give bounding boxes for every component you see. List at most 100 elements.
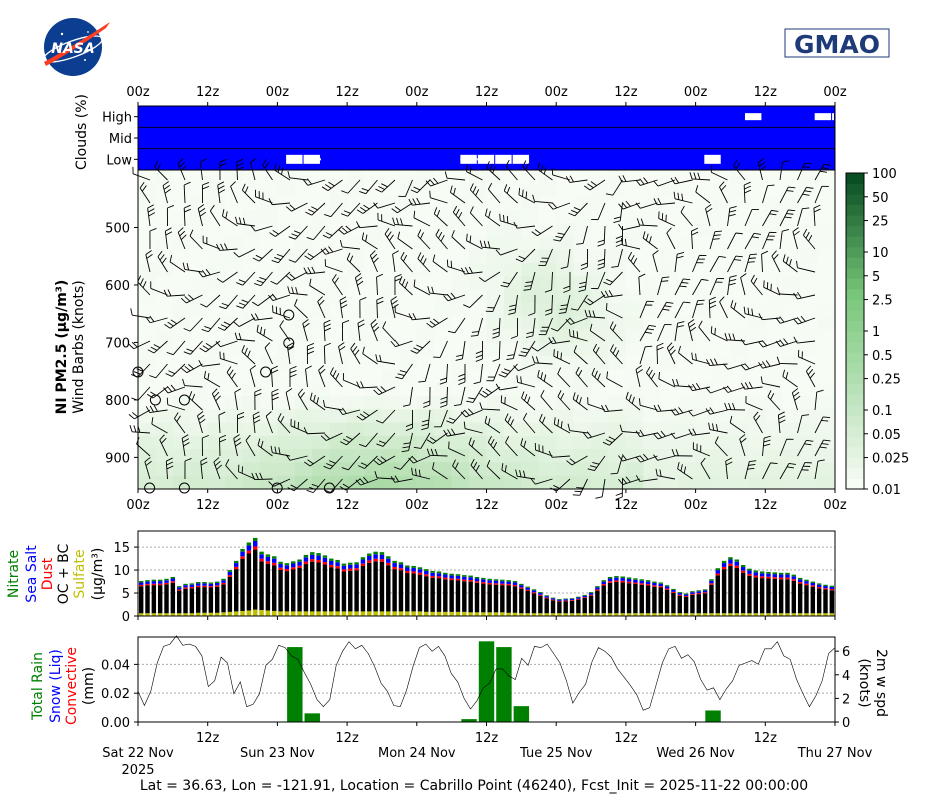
pm25-cell	[294, 449, 313, 463]
dust-bar	[734, 565, 740, 568]
pm25-cell	[451, 183, 470, 198]
wind-barb-flag	[212, 388, 218, 395]
wind-barb-flag	[618, 223, 623, 231]
dust-bar	[221, 582, 226, 585]
pm25-cell	[747, 395, 766, 410]
dust-bar	[322, 562, 328, 565]
wind-barb-flag	[551, 202, 558, 209]
wind-barb-flag	[510, 335, 518, 339]
wind-barb-flag	[254, 313, 259, 320]
wind-barb	[310, 399, 326, 411]
pm25-cell	[294, 209, 313, 224]
wind-barb	[743, 184, 746, 204]
oc-bc-bar	[157, 585, 163, 614]
sulfate-bar	[354, 611, 359, 616]
wind-barb	[814, 439, 824, 457]
wind-barb-flag	[454, 462, 459, 470]
pm25-cell	[469, 302, 487, 317]
pm25-cell	[347, 395, 366, 410]
dust-bar	[449, 578, 454, 581]
dust-bar	[816, 586, 822, 589]
wind-barb-flag	[769, 213, 777, 216]
pm25-cell	[207, 276, 226, 291]
cloud-row-label-low: Low	[106, 153, 132, 168]
wind-barb-flag	[139, 278, 144, 285]
wind-barb-flag	[328, 181, 335, 187]
pm25-cell	[381, 170, 400, 184]
pm25-cell	[294, 276, 313, 291]
pm25-cell	[277, 302, 296, 317]
wind-barb	[435, 234, 448, 250]
wind-barb	[348, 455, 361, 471]
wind-barb-flag	[611, 266, 619, 268]
pm25-cell	[399, 329, 418, 344]
wind-barb	[254, 317, 273, 321]
wind-barb	[587, 316, 606, 319]
wind-barb	[714, 442, 728, 457]
x-tick-label: 12z	[754, 731, 778, 746]
sulfate-bar	[525, 613, 530, 616]
wind-barb-flag	[621, 454, 627, 461]
wind-barb-flag	[228, 369, 234, 376]
pm25-cell	[416, 342, 435, 357]
wind-barb-flag	[580, 266, 588, 270]
sulfate-bar	[348, 611, 353, 616]
nitrate-bar	[696, 590, 701, 592]
wind-barb	[277, 419, 291, 434]
sulfate-bar	[436, 611, 442, 616]
wind-barb-flag	[382, 321, 387, 329]
wind-barb-flag	[253, 419, 261, 424]
wind-barb-flag	[600, 291, 606, 298]
wind-barb-flag	[796, 317, 803, 324]
pm25-cell	[713, 356, 731, 370]
nitrate-bar	[626, 577, 632, 579]
wind-barb-flag	[492, 358, 500, 362]
pm25-cell	[660, 409, 679, 424]
pm25-cell	[486, 263, 505, 277]
y-tick-label: 10	[113, 564, 130, 579]
pm25-cell	[138, 196, 156, 211]
pm25-cell	[573, 369, 592, 384]
pm25-cell	[155, 263, 174, 277]
sea-salt-bar	[772, 574, 778, 578]
nitrate-bar	[557, 599, 562, 600]
wind-barb	[657, 475, 676, 480]
x-tick-label: 12z	[614, 498, 638, 513]
pm25-cell	[242, 196, 261, 211]
wind-barb-flag	[615, 492, 623, 496]
wind-barb-flag	[234, 438, 241, 443]
wind-barb	[369, 255, 378, 273]
dust-bar	[658, 586, 663, 588]
pm25-cell	[591, 356, 609, 370]
wind-barb-flag	[723, 386, 729, 393]
wind-barb-flag	[664, 305, 672, 308]
nitrate-bar	[588, 592, 594, 594]
wind-barb-flag	[823, 416, 831, 419]
wind-barb-flag	[235, 216, 238, 224]
wind-barb-flag	[271, 392, 279, 397]
sea-salt-bar	[386, 558, 391, 563]
sea-salt-bar	[348, 564, 353, 569]
sea-salt-bar	[411, 567, 416, 572]
pm25-cell	[782, 263, 801, 277]
pm25-cell	[817, 196, 836, 211]
dust-bar	[531, 592, 537, 594]
wind-barb-flag	[132, 412, 139, 418]
wind-barb-flag	[241, 183, 246, 191]
pm25-cell	[782, 196, 801, 211]
wind-barb	[762, 317, 781, 321]
wind-barb-flag	[464, 267, 469, 274]
pm25-cell	[364, 276, 383, 291]
pm25-cell	[138, 249, 156, 264]
aerosol-ylabel-1: Sea Salt	[24, 545, 40, 603]
wind-barb	[569, 430, 588, 434]
sea-salt-bar	[639, 580, 644, 584]
pm25-cell	[329, 263, 348, 277]
wind-barb-flag	[587, 468, 595, 472]
pm25-cell	[416, 263, 435, 277]
pm25-cell	[573, 395, 592, 410]
colorbar-segment	[846, 183, 864, 195]
pm25-cell	[521, 236, 540, 251]
wind-barb-flag	[375, 354, 378, 362]
pm25-cell	[800, 209, 819, 224]
